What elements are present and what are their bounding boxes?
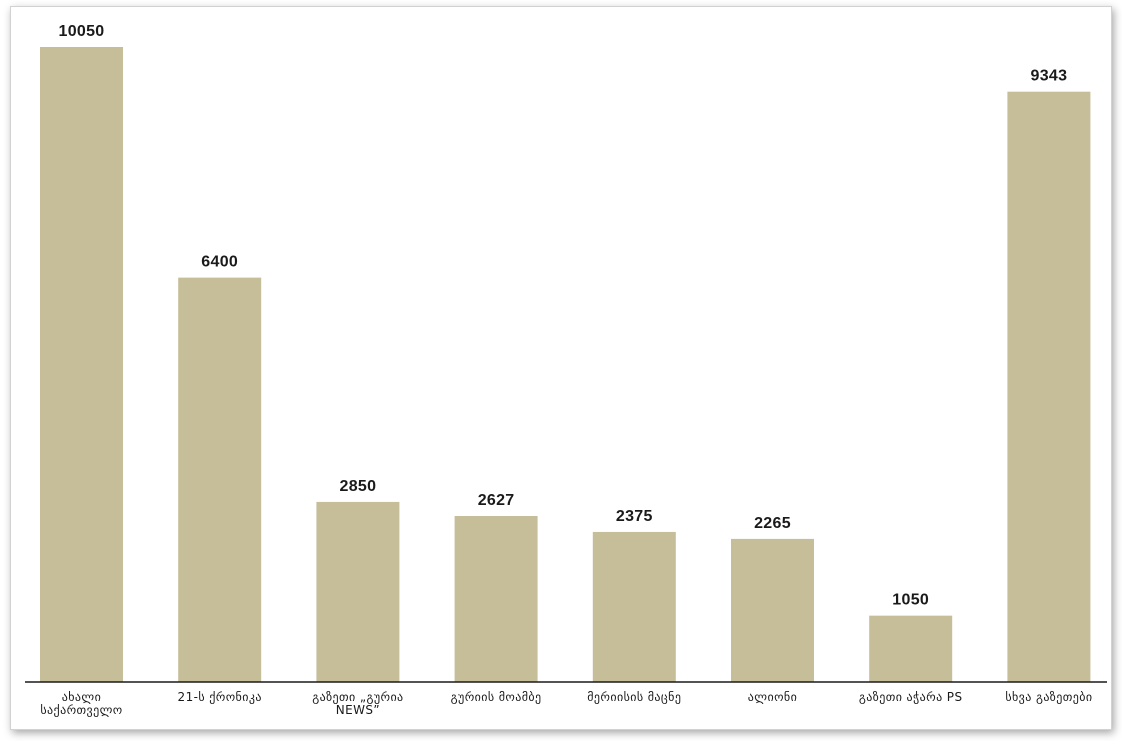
bar-1 <box>178 277 262 682</box>
category-label-7: სხვა გაზეთები <box>1005 690 1092 704</box>
value-label-2: 2850 <box>340 478 377 495</box>
category-label-6: გაზეთი აჭარა PS <box>859 690 963 704</box>
category-label-3: გურიის მოამბე <box>451 690 542 704</box>
category-label-2-line-0: გაზეთი „გურია <box>312 690 403 704</box>
bar-5 <box>731 538 814 682</box>
bar-4 <box>592 531 676 682</box>
value-label-6: 1050 <box>892 592 929 609</box>
category-label-5: ალიონი <box>748 690 797 704</box>
value-label-3: 2627 <box>478 492 515 509</box>
bar-6 <box>869 615 953 682</box>
chart-frame: 10050 ახალი საქართველო 6400 21-ს ქრონიკა 2850… <box>10 6 1112 730</box>
category-label-4: მერიისის მაცნე <box>587 690 681 704</box>
value-label-7: 9343 <box>1031 68 1068 85</box>
bar-2 <box>316 501 400 682</box>
value-label-4: 2375 <box>616 508 653 525</box>
bar-0 <box>40 47 123 682</box>
category-label-0-line-0: ახალი <box>62 690 101 704</box>
value-label-1: 6400 <box>201 254 238 271</box>
value-label-0: 10050 <box>59 23 105 40</box>
value-label-5: 2265 <box>754 515 791 532</box>
category-label-2-line-1: NEWS” <box>336 703 380 717</box>
category-label-1: 21-ს ქრონიკა <box>178 690 262 704</box>
bar-3 <box>454 516 538 682</box>
category-label-0-line-1: საქართველო <box>40 703 122 717</box>
bar-7 <box>1007 91 1091 682</box>
